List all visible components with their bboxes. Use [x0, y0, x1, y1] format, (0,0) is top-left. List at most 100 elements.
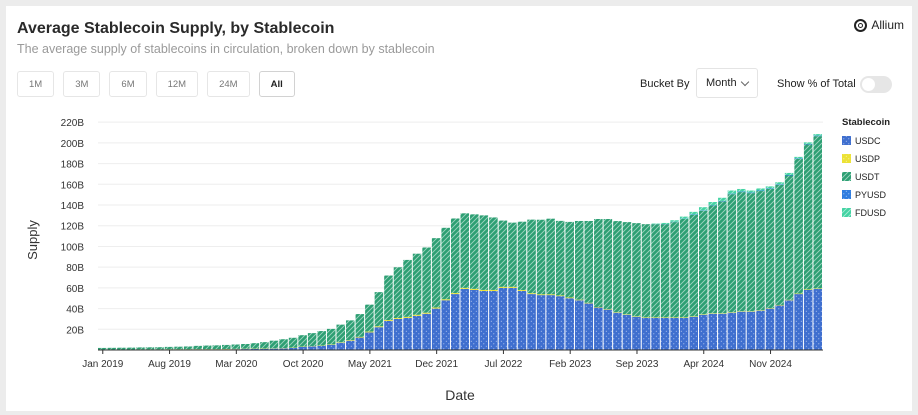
bar-segment-usdp[interactable] — [737, 311, 746, 312]
bar-segment-usdt[interactable] — [479, 215, 489, 290]
bar-segment-usdc[interactable] — [784, 300, 794, 350]
bar-segment-usdc[interactable] — [746, 311, 756, 350]
range-12m-button[interactable]: 12M — [155, 71, 199, 97]
bar-segment-usdc[interactable] — [613, 312, 622, 350]
bar-segment-fdusd[interactable] — [698, 207, 708, 211]
bar-segment-usdc[interactable] — [279, 348, 288, 350]
bar-segment-usdc[interactable] — [336, 342, 346, 350]
bar-segment-usdt[interactable] — [250, 343, 260, 349]
bar-segment-fdusd[interactable] — [660, 222, 670, 224]
bar-segment-usdc[interactable] — [479, 290, 489, 350]
bar-segment-usdp[interactable] — [460, 287, 470, 289]
bar-segment-usdt[interactable] — [269, 340, 279, 349]
bar-segment-usdc[interactable] — [594, 307, 603, 350]
bar-segment-usdt[interactable] — [689, 214, 698, 317]
bar-segment-usdc[interactable] — [641, 317, 651, 350]
bar-segment-usdp[interactable] — [536, 294, 546, 296]
range-3m-button[interactable]: 3M — [63, 71, 101, 97]
bar-segment-pyusd[interactable] — [803, 143, 813, 145]
bar-segment-usdp[interactable] — [393, 318, 403, 319]
bar-segment-fdusd[interactable] — [803, 142, 813, 144]
bar-segment-usdt[interactable] — [431, 238, 441, 308]
bar-segment-fdusd[interactable] — [813, 134, 822, 136]
bar-segment-usdt[interactable] — [670, 222, 679, 318]
bar-segment-usdt[interactable] — [98, 347, 107, 350]
bar-segment-usdp[interactable] — [470, 288, 479, 290]
bar-segment-fdusd[interactable] — [718, 197, 727, 201]
bar-segment-usdt[interactable] — [555, 220, 565, 296]
bar-segment-usdt[interactable] — [326, 328, 336, 345]
bar-segment-usdc[interactable] — [412, 315, 422, 350]
range-1m-button[interactable]: 1M — [17, 71, 55, 97]
bar-segment-usdc[interactable] — [384, 321, 393, 350]
bar-segment-usdt[interactable] — [546, 218, 555, 295]
bar-segment-usdp[interactable] — [336, 342, 346, 343]
bar-segment-usdt[interactable] — [155, 347, 164, 350]
bar-segment-usdc[interactable] — [660, 317, 670, 350]
bar-segment-usdp[interactable] — [498, 286, 508, 288]
bar-segment-usdc[interactable] — [584, 303, 594, 350]
bar-segment-usdt[interactable] — [298, 335, 307, 347]
bar-segment-usdc[interactable] — [288, 347, 298, 350]
legend-item-pyusd[interactable]: PYUSD — [842, 190, 887, 200]
bar-segment-usdp[interactable] — [670, 317, 679, 318]
bar-segment-usdt[interactable] — [412, 253, 422, 315]
bar-segment-usdt[interactable] — [718, 201, 727, 314]
bar-segment-usdc[interactable] — [775, 305, 784, 350]
bar-segment-usdt[interactable] — [288, 337, 298, 348]
bar-segment-usdp[interactable] — [794, 293, 803, 295]
bar-segment-pyusd[interactable] — [813, 135, 822, 137]
bar-segment-usdp[interactable] — [527, 293, 536, 295]
bar-segment-usdc[interactable] — [698, 314, 708, 350]
bar-segment-usdt[interactable] — [536, 219, 546, 295]
bar-segment-usdt[interactable] — [594, 219, 603, 308]
bar-segment-usdp[interactable] — [784, 299, 794, 301]
bar-segment-pyusd[interactable] — [746, 192, 756, 194]
bar-segment-usdt[interactable] — [460, 213, 470, 288]
bar-segment-fdusd[interactable] — [737, 188, 746, 192]
bar-segment-usdt[interactable] — [803, 144, 813, 290]
bar-segment-usdc[interactable] — [622, 314, 632, 350]
bar-segment-usdt[interactable] — [641, 224, 651, 318]
bar-segment-usdp[interactable] — [603, 309, 613, 310]
range-all-button[interactable]: All — [258, 71, 295, 97]
bar-segment-usdc[interactable] — [365, 332, 374, 350]
bar-segment-usdt[interactable] — [679, 219, 689, 318]
bar-segment-usdc[interactable] — [536, 295, 546, 350]
bar-segment-usdc[interactable] — [794, 294, 803, 350]
bar-segment-usdc[interactable] — [422, 313, 431, 350]
bar-segment-fdusd[interactable] — [775, 182, 784, 185]
bar-segment-usdp[interactable] — [479, 289, 489, 291]
bar-segment-usdc[interactable] — [803, 289, 813, 350]
bar-segment-usdp[interactable] — [689, 316, 698, 317]
bar-segment-usdt[interactable] — [183, 346, 193, 350]
show-percent-toggle[interactable] — [860, 76, 892, 93]
bar-segment-usdp[interactable] — [574, 299, 584, 301]
bar-segment-usdp[interactable] — [412, 314, 422, 316]
bar-segment-pyusd[interactable] — [784, 174, 794, 176]
bar-segment-usdt[interactable] — [107, 347, 117, 350]
bar-segment-usdt[interactable] — [193, 345, 202, 350]
bar-segment-usdt[interactable] — [365, 304, 374, 332]
bar-segment-usdt[interactable] — [393, 267, 403, 318]
bar-segment-usdc[interactable] — [727, 312, 737, 350]
bar-segment-usdt[interactable] — [126, 347, 136, 350]
bar-segment-usdt[interactable] — [470, 214, 479, 289]
bar-segment-usdc[interactable] — [441, 300, 450, 350]
bar-segment-usdp[interactable] — [365, 331, 374, 333]
range-6m-button[interactable]: 6M — [109, 71, 147, 97]
bucket-by-select[interactable]: Month — [696, 68, 758, 98]
bar-segment-usdc[interactable] — [489, 290, 498, 350]
bar-segment-usdt[interactable] — [660, 224, 670, 318]
bar-segment-usdt[interactable] — [632, 223, 641, 317]
bar-segment-usdc[interactable] — [298, 346, 307, 350]
bar-segment-usdc[interactable] — [670, 317, 679, 350]
bar-segment-pyusd[interactable] — [737, 191, 746, 193]
legend-item-usdc[interactable]: USDC — [842, 136, 881, 146]
legend-item-fdusd[interactable]: FDUSD — [842, 208, 886, 218]
range-24m-button[interactable]: 24M — [207, 71, 250, 97]
bar-segment-usdt[interactable] — [231, 344, 241, 349]
bar-segment-usdp[interactable] — [746, 311, 756, 312]
bar-segment-usdc[interactable] — [517, 290, 527, 350]
bar-segment-fdusd[interactable] — [756, 188, 765, 191]
